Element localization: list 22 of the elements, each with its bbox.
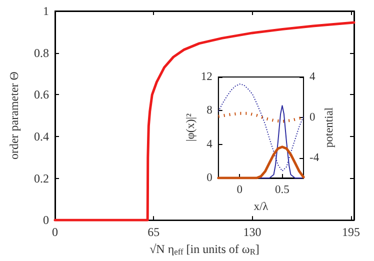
y-tick-label: 12	[200, 71, 213, 83]
y2-tick-label: -4	[310, 152, 320, 164]
y-tick-label: 0.4	[34, 129, 49, 144]
y-axis-title: |φ(x)|²	[185, 112, 197, 142]
x-tick-label: 130	[243, 225, 262, 240]
y-tick-label: 1	[43, 4, 49, 18]
y-tick-label: 0	[206, 172, 213, 184]
y-tick-label: 0	[43, 213, 49, 228]
y-tick-label: 4	[206, 138, 213, 150]
x-tick-label: 0.5	[275, 184, 290, 196]
x-tick-label: 65	[148, 225, 160, 240]
x-axis-title: x/λ	[254, 200, 269, 213]
y2-tick-label: 4	[310, 71, 316, 83]
y-tick-label: 0.8	[34, 46, 49, 60]
x-tick-label: 0	[52, 225, 58, 240]
y-axis-title: order parameter Θ	[7, 71, 21, 160]
y2-axis-title: potential	[324, 107, 336, 148]
x-tick-label: 195	[342, 225, 360, 240]
y-tick-label: 0.2	[34, 171, 49, 186]
y2-tick-label: 0	[310, 111, 316, 124]
y-tick-label: 0.6	[34, 88, 49, 102]
y-tick-label: 8	[206, 104, 213, 117]
